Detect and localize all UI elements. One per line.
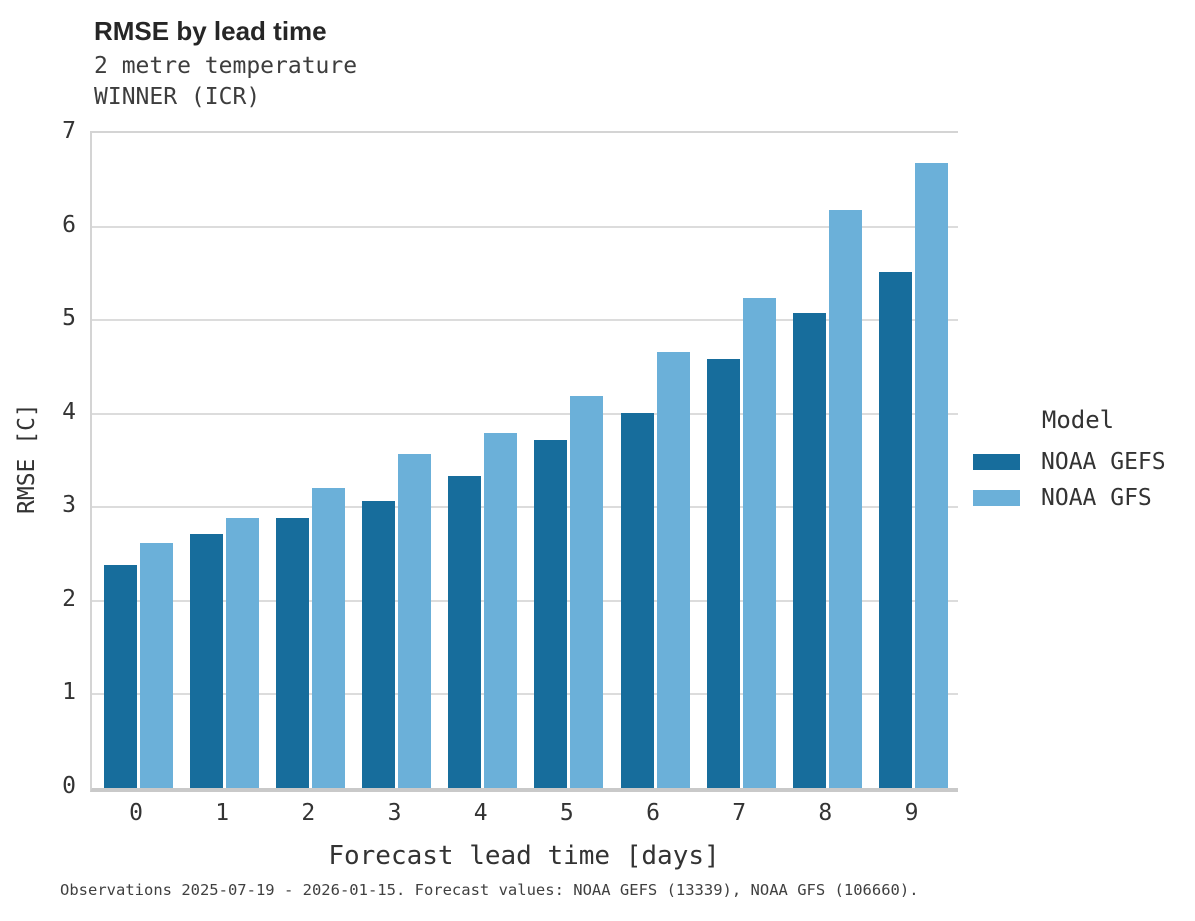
- bar-noaa-gfs-lead-9: [915, 162, 948, 788]
- bar-noaa-gefs-lead-9: [879, 271, 912, 788]
- legend-entry-noaa-gefs: NOAA GEFS: [973, 444, 1183, 480]
- chart-subtitle-line2: WINNER (ICR): [94, 84, 261, 110]
- bar-noaa-gefs-lead-1: [189, 534, 223, 788]
- plot-area: [90, 131, 958, 792]
- chart-subtitle-line1: 2 metre temperature: [94, 53, 358, 79]
- gridline-y-4: [92, 412, 958, 415]
- x-tick-label-9: 9: [904, 800, 919, 826]
- bar-noaa-gefs-lead-8: [792, 312, 826, 788]
- bar-noaa-gefs-lead-7: [706, 359, 740, 788]
- legend-label: NOAA GFS: [1041, 485, 1152, 511]
- y-tick-label-4: 4: [62, 398, 76, 425]
- x-tick-label-2: 2: [301, 800, 316, 826]
- bar-noaa-gfs-lead-0: [139, 542, 173, 788]
- bar-noaa-gfs-lead-8: [828, 209, 862, 788]
- x-tick-label-5: 5: [559, 800, 574, 826]
- y-tick-label-1: 1: [62, 679, 76, 706]
- x-tick-label-4: 4: [473, 800, 488, 826]
- legend-entry-noaa-gfs: NOAA GFS: [973, 480, 1183, 516]
- bar-noaa-gefs-lead-2: [275, 517, 309, 788]
- x-tick-label-6: 6: [646, 800, 660, 826]
- y-tick-label-2: 2: [62, 585, 76, 612]
- x-tick-label-3: 3: [387, 800, 402, 826]
- legend-swatch-icon: [973, 490, 1020, 506]
- x-tick-label-7: 7: [732, 800, 747, 826]
- legend-entries: NOAA GEFS NOAA GFS: [973, 444, 1183, 516]
- bar-noaa-gfs-lead-4: [484, 433, 518, 788]
- bar-noaa-gfs-lead-5: [570, 395, 604, 788]
- gridline-y-3: [92, 506, 958, 509]
- bar-noaa-gefs-lead-5: [534, 439, 568, 788]
- x-tick-label-8: 8: [818, 800, 833, 826]
- gridline-y-6: [92, 225, 958, 228]
- bar-noaa-gfs-lead-2: [311, 487, 345, 788]
- y-tick-label-7: 7: [62, 118, 76, 144]
- y-tick-label-5: 5: [62, 305, 76, 332]
- legend-label: NOAA GEFS: [1041, 449, 1166, 475]
- gridline-y-5: [92, 319, 958, 322]
- bar-noaa-gfs-lead-6: [656, 351, 690, 788]
- chart-subtitle: 2 metre temperature WINNER (ICR): [94, 51, 357, 113]
- chart-title: RMSE by lead time: [94, 16, 327, 46]
- x-tick-label-0: 0: [129, 800, 143, 826]
- bar-noaa-gefs-lead-4: [448, 476, 482, 788]
- bar-noaa-gfs-lead-7: [742, 297, 776, 788]
- y-tick-label-0: 0: [62, 773, 76, 799]
- source-caption: Observations 2025-07-19 - 2026-01-15. Fo…: [60, 881, 919, 899]
- bar-noaa-gefs-lead-6: [620, 412, 654, 788]
- gridline-y-1: [92, 693, 958, 696]
- bar-noaa-gfs-lead-1: [225, 517, 259, 788]
- bar-noaa-gefs-lead-0: [103, 565, 137, 788]
- legend-swatch-icon: [973, 454, 1020, 470]
- bar-noaa-gfs-lead-3: [398, 453, 431, 788]
- legend-title: Model: [1041, 406, 1115, 434]
- x-axis-title: Forecast lead time [days]: [328, 841, 720, 871]
- bar-noaa-gefs-lead-3: [362, 500, 395, 788]
- legend: Model NOAA GEFS NOAA GFS: [973, 406, 1183, 516]
- gridline-y-2: [92, 599, 958, 602]
- x-tick-label-1: 1: [215, 800, 230, 826]
- y-tick-label-3: 3: [62, 492, 76, 519]
- y-tick-label-6: 6: [62, 211, 76, 238]
